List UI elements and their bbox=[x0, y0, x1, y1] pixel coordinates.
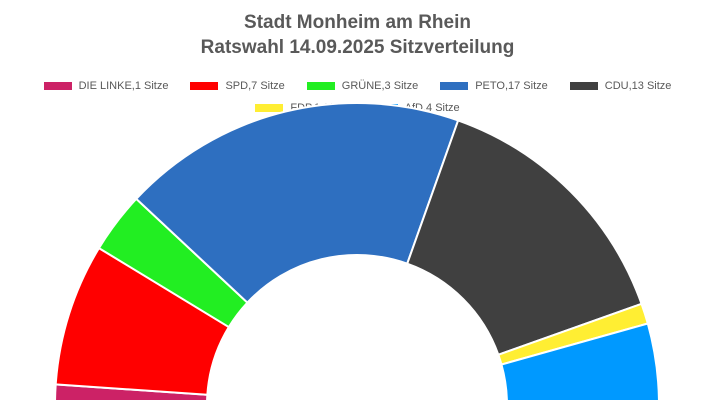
legend-swatch bbox=[255, 104, 284, 112]
legend-swatch bbox=[306, 82, 335, 90]
legend-row: DIE LINKE,1 Sitze SPD,7 Sitze GRÜNE,3 Sitz… bbox=[0, 80, 715, 92]
legend-label: CDU,13 Sitze bbox=[604, 80, 672, 92]
chart-subtitle: Ratswahl 14.09.2025 Sitzverteilung bbox=[200, 37, 515, 58]
legend-label: GRÜNE,3 Sitze bbox=[341, 80, 419, 92]
legend-label: DIE LINKE,1 Sitze bbox=[78, 80, 169, 92]
seat-segment-cdu bbox=[405, 119, 643, 357]
legend-swatch bbox=[569, 82, 598, 90]
legend-swatch bbox=[43, 82, 72, 90]
chart-title: Stadt Monheim am Rhein bbox=[244, 12, 471, 33]
seat-segment-afd bbox=[500, 322, 660, 400]
legend-item-cdu: CDU,13 Sitze bbox=[569, 80, 672, 92]
legend-label: PETO,17 Sitze bbox=[475, 80, 548, 92]
legend-item-peto: PETO,17 Sitze bbox=[440, 80, 548, 92]
seat-segment-peto bbox=[134, 102, 460, 305]
legend-swatch bbox=[440, 82, 469, 90]
legend-item-grüne: GRÜNE,3 Sitze bbox=[306, 80, 419, 92]
legend-swatch bbox=[190, 82, 219, 90]
legend-label: SPD,7 Sitze bbox=[225, 80, 285, 92]
legend-item-spd: SPD,7 Sitze bbox=[190, 80, 285, 92]
legend-item-die-linke: DIE LINKE,1 Sitze bbox=[43, 80, 169, 92]
